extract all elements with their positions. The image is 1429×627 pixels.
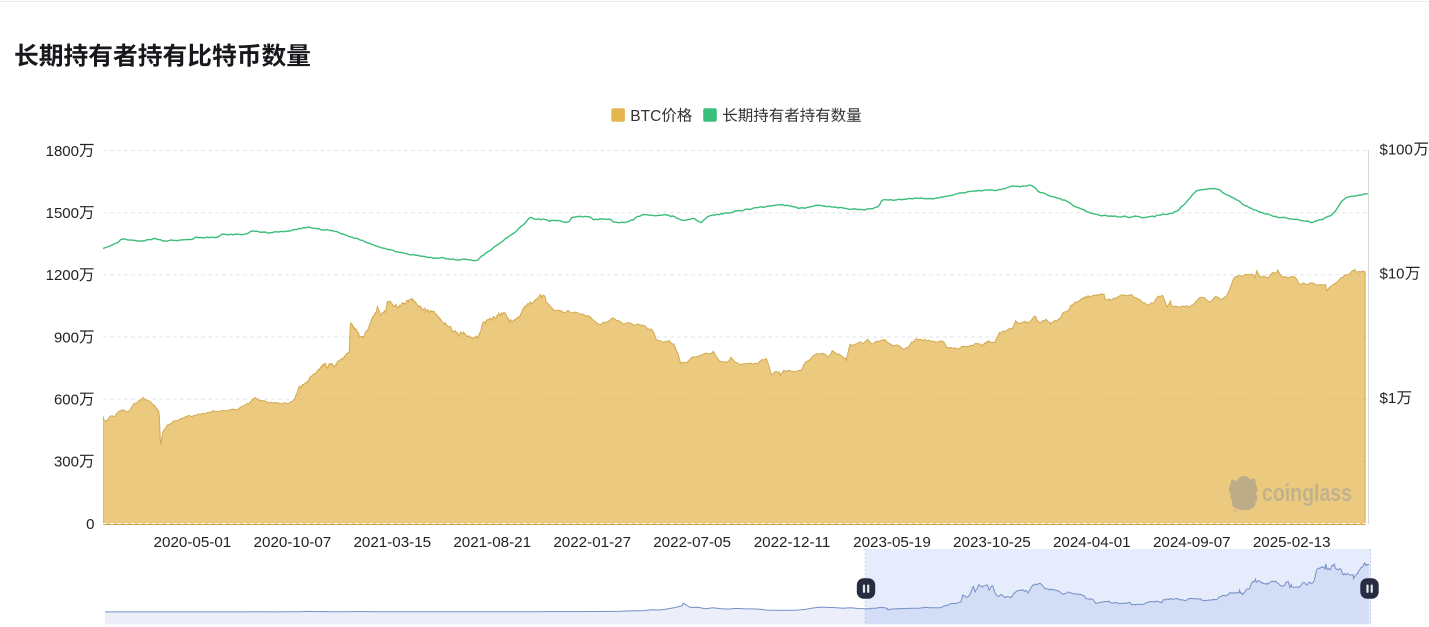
svg-text:2022-07-05: 2022-07-05: [653, 534, 731, 551]
svg-text:coinglass: coinglass: [1262, 480, 1352, 507]
svg-text:2021-08-21: 2021-08-21: [453, 534, 531, 551]
svg-text:BTC: BTC: [630, 108, 661, 125]
svg-text:$100: $100: [1380, 141, 1413, 158]
svg-text:1800: 1800: [46, 143, 79, 160]
svg-text:600: 600: [54, 392, 79, 409]
svg-text:2023-05-19: 2023-05-19: [853, 534, 931, 551]
svg-text:$1: $1: [1380, 390, 1397, 407]
svg-text:2024-04-01: 2024-04-01: [1053, 534, 1131, 551]
svg-text:0: 0: [86, 516, 94, 533]
svg-text:2023-10-25: 2023-10-25: [953, 534, 1031, 551]
svg-text:1500: 1500: [46, 205, 79, 222]
svg-text:$10: $10: [1380, 266, 1405, 283]
svg-text:2022-12-11: 2022-12-11: [754, 534, 831, 551]
svg-text:2024-09-07: 2024-09-07: [1153, 534, 1231, 551]
svg-text:2025-02-13: 2025-02-13: [1253, 534, 1331, 551]
svg-text:2021-03-15: 2021-03-15: [353, 534, 431, 551]
svg-text:900: 900: [54, 329, 79, 346]
svg-text:2020-05-01: 2020-05-01: [154, 534, 232, 551]
svg-text:300: 300: [54, 454, 79, 471]
svg-text:2022-01-27: 2022-01-27: [553, 534, 631, 551]
svg-text:2020-10-07: 2020-10-07: [254, 534, 332, 551]
svg-text:1200: 1200: [46, 267, 79, 284]
